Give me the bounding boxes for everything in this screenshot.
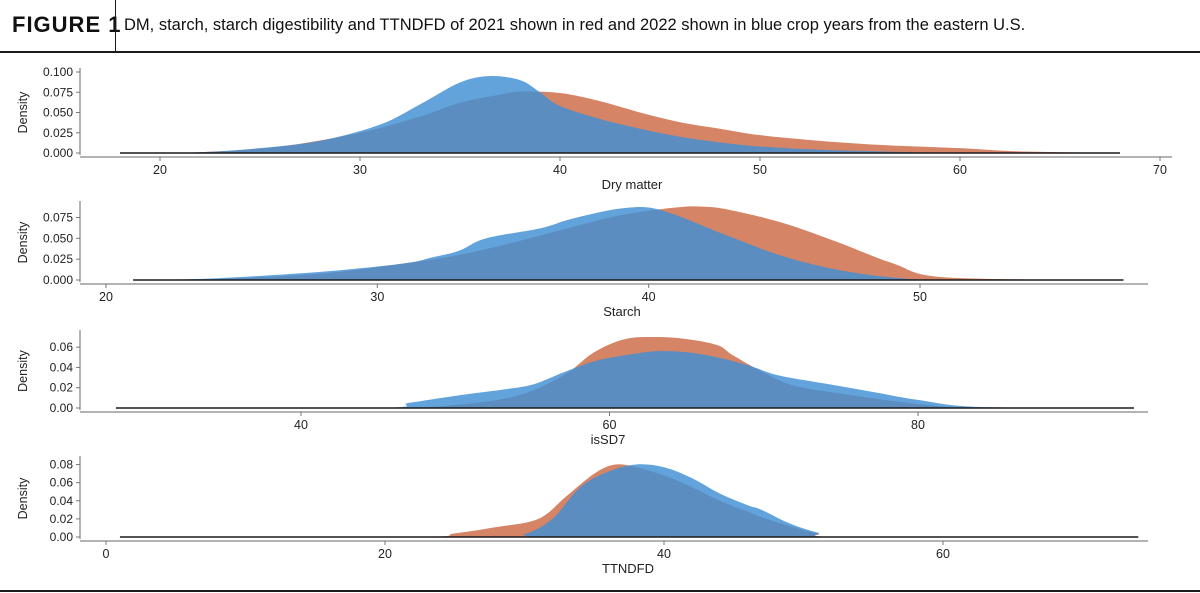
density-2022-1: [120, 75, 1120, 153]
x-tick-label: 40: [642, 290, 656, 304]
figure-label: FIGURE 1: [12, 12, 122, 37]
y-tick-label: 0.000: [43, 146, 73, 160]
x-tick-label: 60: [953, 163, 967, 177]
y-tick-label: 0.00: [50, 530, 74, 544]
density-2022-3: [115, 351, 1134, 408]
y-tick-label: 0.075: [43, 85, 73, 99]
figure-caption: DM, starch, starch digestibility and TTN…: [124, 16, 1026, 34]
x-tick-label: 40: [657, 547, 671, 561]
x-tick-label: 80: [911, 418, 925, 432]
x-tick-label: 20: [378, 547, 392, 561]
x-tick-label: 30: [370, 290, 384, 304]
x-tick-label: 50: [753, 163, 767, 177]
y-tick-label: 0.02: [50, 512, 74, 526]
y-tick-label: 0.00: [50, 401, 74, 415]
x-tick-label: 20: [153, 163, 167, 177]
x-axis-title: Dry matter: [602, 177, 663, 192]
y-tick-label: 0.04: [50, 494, 74, 508]
x-tick-label: 20: [99, 290, 113, 304]
y-tick-label: 0.04: [50, 360, 74, 374]
figure-header: FIGURE 1 DM, starch, starch digestibilit…: [0, 0, 1200, 53]
header-divider: [115, 0, 116, 51]
x-tick-label: 50: [913, 290, 927, 304]
x-tick-label: 30: [353, 163, 367, 177]
y-tick-label: 0.025: [43, 252, 73, 266]
x-axis-title: Starch: [603, 304, 641, 319]
x-tick-label: 60: [936, 547, 950, 561]
density-2022-2: [133, 207, 1124, 280]
x-tick-label: 40: [294, 418, 308, 432]
y-tick-label: 0.06: [50, 476, 74, 490]
x-tick-label: 70: [1153, 163, 1167, 177]
x-axis-title: isSD7: [591, 432, 626, 447]
y-tick-label: 0.000: [43, 273, 73, 287]
density-2022-4: [119, 464, 1139, 537]
y-axis-title: Density: [16, 349, 30, 391]
y-tick-label: 0.050: [43, 231, 73, 245]
y-tick-label: 0.100: [43, 65, 73, 79]
x-tick-label: 0: [103, 547, 110, 561]
y-tick-label: 0.025: [43, 126, 73, 140]
y-tick-label: 0.050: [43, 106, 73, 120]
y-axis-title: Density: [16, 91, 30, 133]
x-tick-label: 60: [603, 418, 617, 432]
y-tick-label: 0.075: [43, 211, 73, 225]
y-tick-label: 0.06: [50, 340, 74, 354]
bottom-rule: [0, 590, 1200, 592]
x-tick-label: 40: [553, 163, 567, 177]
x-axis-title: TTNDFD: [602, 561, 654, 576]
y-axis-title: Density: [16, 477, 30, 519]
y-tick-label: 0.02: [50, 381, 74, 395]
y-axis-title: Density: [16, 221, 30, 263]
y-tick-label: 0.08: [50, 458, 74, 472]
